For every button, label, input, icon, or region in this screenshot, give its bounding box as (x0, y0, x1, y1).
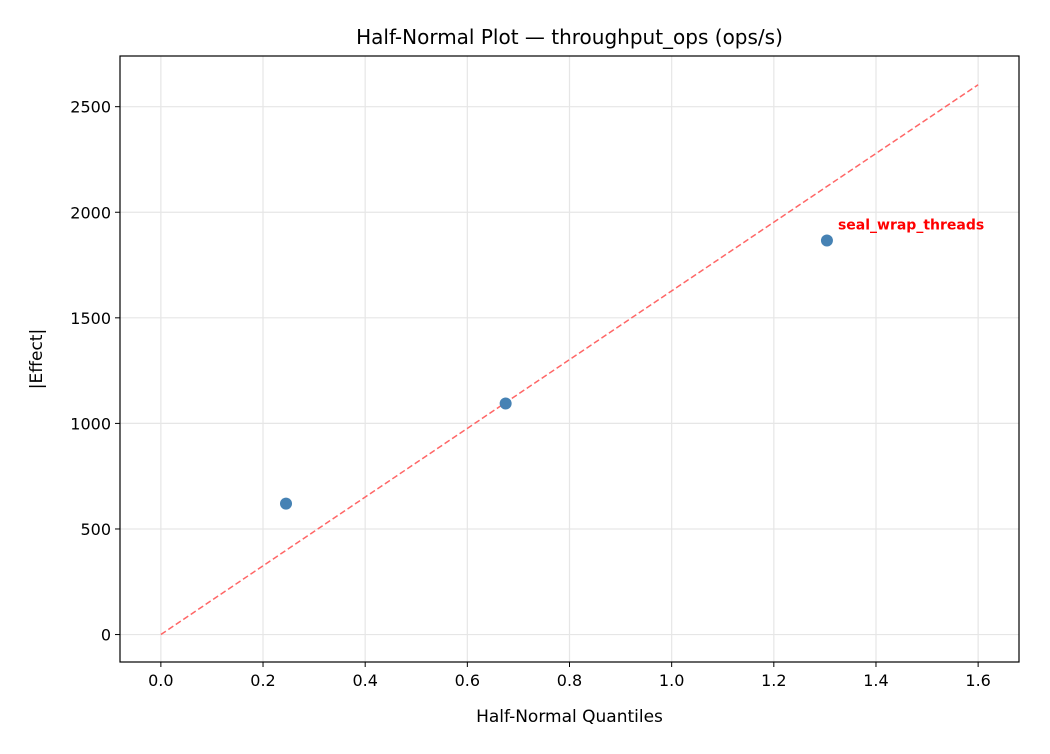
y-tick-label: 1000 (70, 414, 111, 433)
data-point (820, 234, 833, 247)
x-tick-label: 1.4 (863, 671, 888, 690)
y-tick-label: 1500 (70, 309, 111, 328)
x-axis-ticks: 0.0 0.2 0.4 0.6 0.8 1.0 1.2 1.4 1.6 (148, 662, 991, 690)
y-axis-ticks: 0 500 1000 1500 2000 2500 (70, 98, 120, 645)
y-axis-label: |Effect| (27, 329, 47, 389)
y-tick-label: 2500 (70, 98, 111, 117)
y-tick-label: 2000 (70, 203, 111, 222)
x-tick-label: 1.0 (659, 671, 684, 690)
x-tick-label: 0.2 (250, 671, 275, 690)
reference-line (160, 84, 979, 636)
x-tick-label: 0.8 (557, 671, 582, 690)
x-axis-label: Half-Normal Quantiles (476, 707, 663, 727)
grid (120, 56, 1019, 662)
x-tick-label: 1.6 (965, 671, 990, 690)
data-point (280, 497, 293, 510)
x-tick-label: 0.4 (352, 671, 377, 690)
x-tick-label: 0.6 (455, 671, 480, 690)
data-point (499, 397, 512, 410)
y-tick-label: 500 (80, 520, 111, 539)
points: seal_wrap_threads (280, 218, 984, 510)
x-tick-label: 1.2 (761, 671, 786, 690)
x-tick-label: 0.0 (148, 671, 173, 690)
chart-title: Half-Normal Plot — throughput_ops (ops/s… (356, 25, 783, 49)
point-annotation: seal_wrap_threads (838, 218, 984, 234)
y-tick-label: 0 (101, 626, 111, 645)
